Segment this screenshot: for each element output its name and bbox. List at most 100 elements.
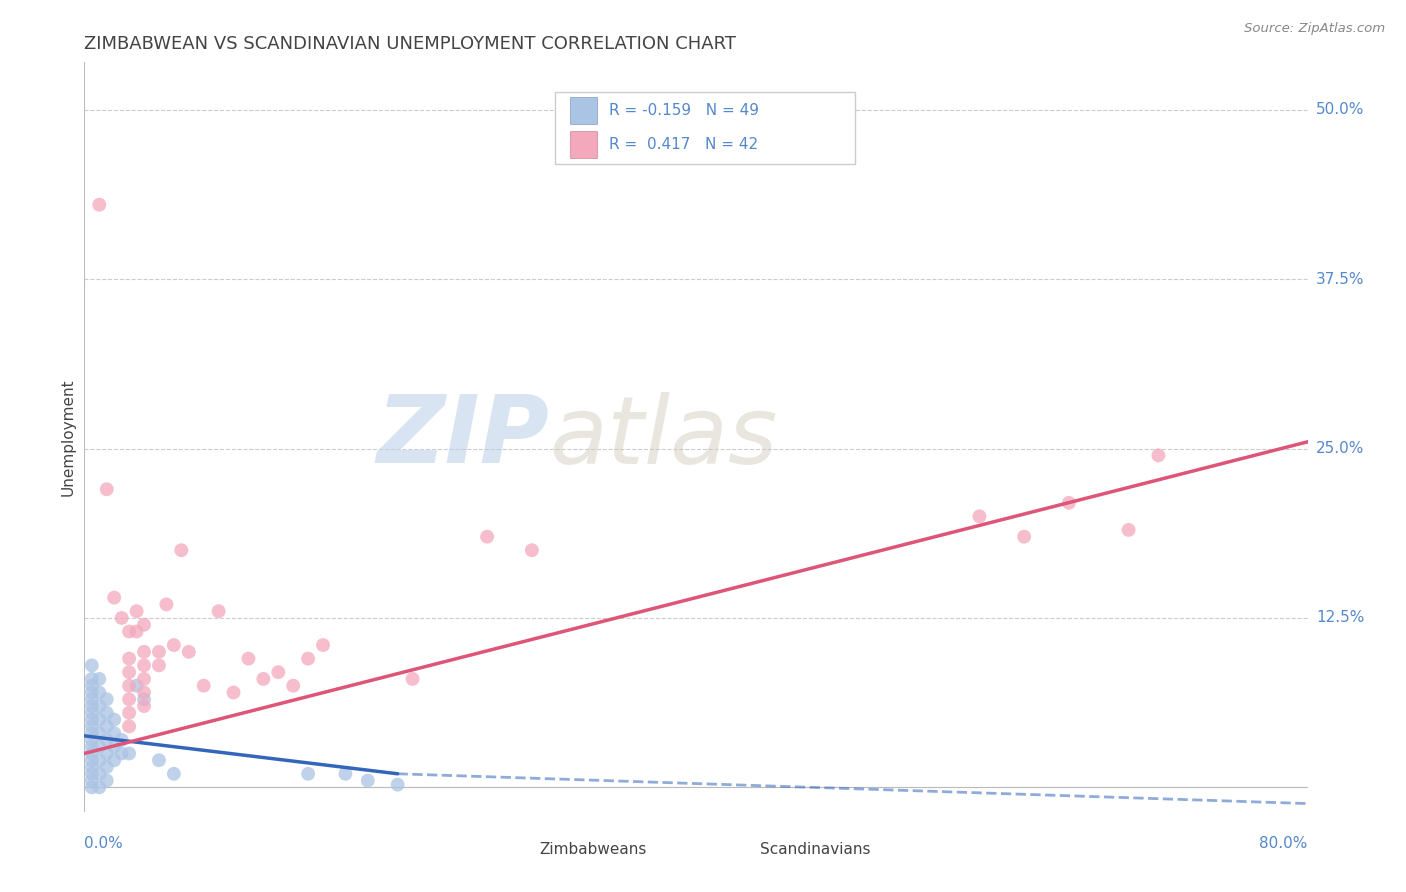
Point xyxy=(252,672,274,686)
Point xyxy=(1147,449,1170,463)
Text: Source: ZipAtlas.com: Source: ZipAtlas.com xyxy=(1244,22,1385,36)
Text: ZIMBABWEAN VS SCANDINAVIAN UNEMPLOYMENT CORRELATION CHART: ZIMBABWEAN VS SCANDINAVIAN UNEMPLOYMENT … xyxy=(84,35,737,53)
Point xyxy=(96,692,118,706)
Point xyxy=(111,747,134,761)
Point xyxy=(111,732,134,747)
Point xyxy=(297,766,319,780)
Point xyxy=(80,766,103,780)
Point xyxy=(148,645,170,659)
Point xyxy=(96,719,118,733)
Point xyxy=(118,692,141,706)
Point xyxy=(132,658,155,673)
Point xyxy=(80,706,103,720)
Point xyxy=(118,665,141,680)
Point xyxy=(80,699,103,714)
Bar xyxy=(569,97,598,125)
Text: 25.0%: 25.0% xyxy=(1316,442,1364,456)
Text: ZIP: ZIP xyxy=(377,391,550,483)
Point xyxy=(297,651,319,665)
Point xyxy=(103,713,125,727)
Bar xyxy=(720,839,748,861)
Point xyxy=(125,679,148,693)
Point xyxy=(132,692,155,706)
Point xyxy=(132,699,155,714)
Point xyxy=(80,658,103,673)
Point xyxy=(475,530,498,544)
Point xyxy=(401,672,423,686)
Point xyxy=(96,482,118,496)
Point xyxy=(118,679,141,693)
Point xyxy=(267,665,290,680)
Point xyxy=(96,706,118,720)
Point xyxy=(80,719,103,733)
Point xyxy=(283,679,305,693)
Point xyxy=(125,604,148,618)
Point xyxy=(89,672,111,686)
FancyBboxPatch shape xyxy=(555,93,855,163)
Point xyxy=(80,753,103,767)
Point xyxy=(103,591,125,605)
Point xyxy=(969,509,991,524)
Point xyxy=(1012,530,1035,544)
Point xyxy=(148,658,170,673)
Point xyxy=(335,766,357,780)
Point xyxy=(312,638,335,652)
Point xyxy=(89,726,111,740)
Point xyxy=(387,778,409,792)
Point xyxy=(96,773,118,788)
Bar xyxy=(501,839,527,861)
Point xyxy=(132,672,155,686)
Point xyxy=(163,638,186,652)
Text: atlas: atlas xyxy=(550,392,778,483)
Point xyxy=(193,679,215,693)
Y-axis label: Unemployment: Unemployment xyxy=(60,378,76,496)
Point xyxy=(111,611,134,625)
Point xyxy=(89,739,111,754)
Point xyxy=(132,617,155,632)
Point xyxy=(118,651,141,665)
Point xyxy=(89,699,111,714)
Point xyxy=(80,672,103,686)
Text: 80.0%: 80.0% xyxy=(1260,836,1308,851)
Point xyxy=(207,604,229,618)
Point xyxy=(103,739,125,754)
Point xyxy=(80,732,103,747)
Text: 50.0%: 50.0% xyxy=(1316,103,1364,118)
Point xyxy=(163,766,186,780)
Text: 12.5%: 12.5% xyxy=(1316,610,1364,625)
Point xyxy=(89,753,111,767)
Point xyxy=(238,651,260,665)
Point xyxy=(118,624,141,639)
Point xyxy=(170,543,193,558)
Point xyxy=(148,753,170,767)
Point xyxy=(80,747,103,761)
Point xyxy=(80,685,103,699)
Point xyxy=(520,543,543,558)
Point xyxy=(103,753,125,767)
Point xyxy=(118,747,141,761)
Point xyxy=(118,706,141,720)
Point xyxy=(1057,496,1080,510)
Point xyxy=(89,197,111,211)
Point xyxy=(1118,523,1140,537)
Text: R =  0.417   N = 42: R = 0.417 N = 42 xyxy=(609,137,758,153)
Point xyxy=(103,726,125,740)
Point xyxy=(96,732,118,747)
Point xyxy=(155,598,177,612)
Point xyxy=(96,747,118,761)
Text: R = -0.159   N = 49: R = -0.159 N = 49 xyxy=(609,103,759,119)
Bar xyxy=(569,131,598,158)
Point xyxy=(80,760,103,774)
Point xyxy=(132,645,155,659)
Point xyxy=(118,719,141,733)
Point xyxy=(80,679,103,693)
Point xyxy=(132,685,155,699)
Point xyxy=(96,760,118,774)
Point xyxy=(357,773,380,788)
Point xyxy=(80,780,103,795)
Text: Zimbabweans: Zimbabweans xyxy=(540,842,647,857)
Point xyxy=(80,713,103,727)
Point xyxy=(80,692,103,706)
Point xyxy=(89,766,111,780)
Point xyxy=(125,624,148,639)
